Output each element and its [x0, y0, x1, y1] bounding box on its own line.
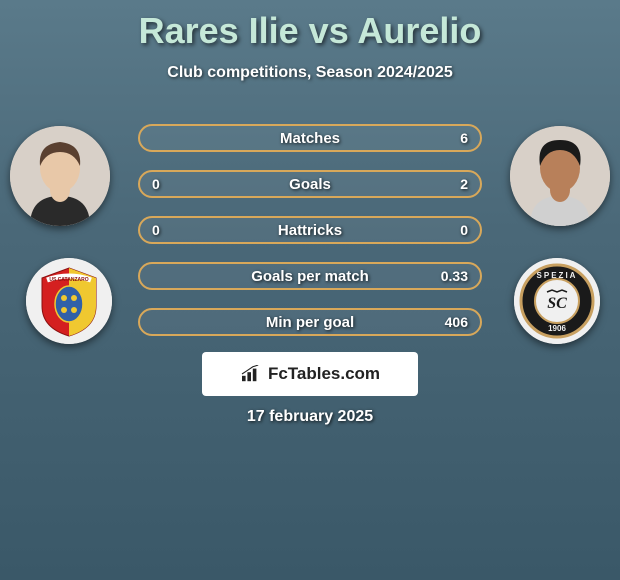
stat-label: Goals per match: [251, 268, 369, 285]
crest-icon: SPEZIA 1906 SC: [514, 258, 600, 344]
stat-row-goals-per-match: Goals per match 0.33: [138, 262, 482, 290]
page-title: Rares Ilie vs Aurelio: [0, 0, 620, 52]
person-icon: [510, 126, 610, 226]
stat-label: Matches: [280, 130, 340, 147]
stats-container: Matches 6 0 Goals 2 0 Hattricks 0 Goals …: [138, 124, 482, 354]
player-right-avatar: [510, 126, 610, 226]
stat-right-value: 0: [460, 222, 468, 238]
stat-row-hattricks: 0 Hattricks 0: [138, 216, 482, 244]
stat-right-value: 0.33: [441, 268, 468, 284]
date-text: 17 february 2025: [247, 408, 373, 426]
club-right-crest: SPEZIA 1906 SC: [514, 258, 600, 344]
stat-label: Goals: [289, 176, 331, 193]
club-left-crest: US CATANZARO: [26, 258, 112, 344]
stat-right-value: 2: [460, 176, 468, 192]
svg-text:US CATANZARO: US CATANZARO: [49, 277, 88, 283]
stat-label: Hattricks: [278, 222, 342, 239]
stat-row-goals: 0 Goals 2: [138, 170, 482, 198]
subtitle: Club competitions, Season 2024/2025: [0, 64, 620, 82]
stat-left-value: 0: [152, 176, 160, 192]
stat-row-matches: Matches 6: [138, 124, 482, 152]
svg-text:1906: 1906: [548, 324, 566, 333]
svg-text:SC: SC: [547, 295, 567, 312]
crest-icon: US CATANZARO: [26, 258, 112, 344]
svg-text:SPEZIA: SPEZIA: [537, 271, 578, 280]
stat-label: Min per goal: [266, 314, 354, 331]
person-icon: [10, 126, 110, 226]
player-left-avatar: [10, 126, 110, 226]
stat-row-min-per-goal: Min per goal 406: [138, 308, 482, 336]
bar-chart-icon: [240, 365, 262, 383]
stat-left-value: 0: [152, 222, 160, 238]
stat-right-value: 406: [445, 314, 468, 330]
watermark: FcTables.com: [202, 352, 418, 396]
stat-right-value: 6: [460, 130, 468, 146]
watermark-text: FcTables.com: [268, 364, 380, 384]
